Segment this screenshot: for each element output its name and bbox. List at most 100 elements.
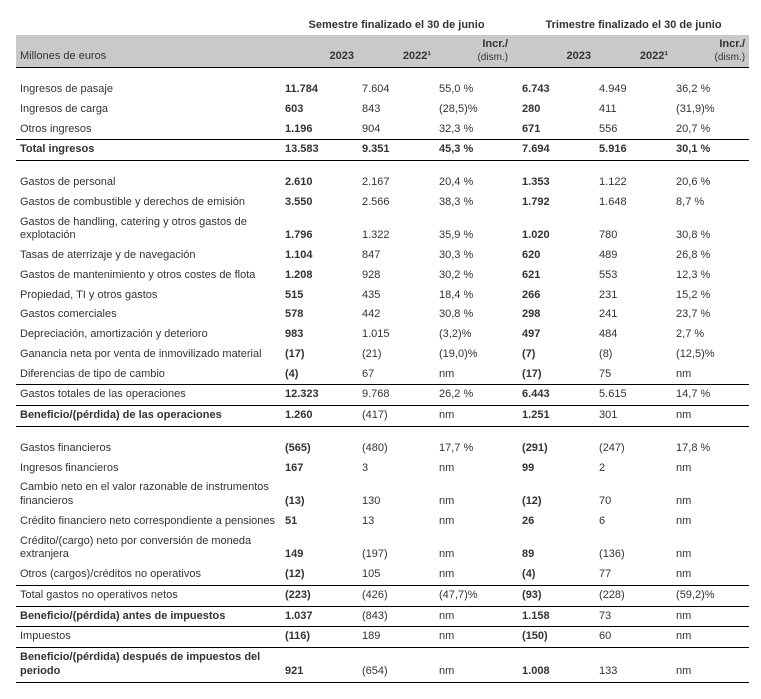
cell-tri-2022: (8) — [595, 345, 672, 365]
cell-tri-2023: (4) — [518, 565, 595, 585]
row-label: Beneficio/(pérdida) de las operaciones — [16, 406, 281, 427]
cell-sem-incr: 17,7 % — [435, 439, 512, 459]
cell-tri-2023: 266 — [518, 286, 595, 306]
row-label: Impuestos — [16, 627, 281, 648]
cell-sem-2022: (197) — [358, 532, 435, 566]
row-label: Otros (cargos)/créditos no operativos — [16, 565, 281, 585]
col-tri-2023: 2023 — [518, 35, 595, 68]
row-label: Ganancia neta por venta de inmovilizado … — [16, 345, 281, 365]
table-row: Ingresos de carga603843(28,5)%280411(31,… — [16, 100, 749, 120]
row-label: Beneficio/(pérdida) después de impuestos… — [16, 648, 281, 683]
row-label: Total gastos no operativos netos — [16, 585, 281, 606]
row-label: Gastos de mantenimiento y otros costes d… — [16, 266, 281, 286]
table-row: Ganancia neta por venta de inmovilizado … — [16, 345, 749, 365]
table-row: Gastos de combustible y derechos de emis… — [16, 193, 749, 213]
period-group-header: Semestre finalizado el 30 de junio Trime… — [16, 16, 749, 35]
cell-sem-incr: 26,2 % — [435, 385, 512, 406]
cell-tri-2022: 553 — [595, 266, 672, 286]
cell-sem-incr: nm — [435, 365, 512, 385]
table-row: Crédito/(cargo) neto por conversión de m… — [16, 532, 749, 566]
financial-statement-table: Semestre finalizado el 30 de junio Trime… — [16, 16, 749, 683]
cell-tri-2023: 89 — [518, 532, 595, 566]
cell-sem-2023: 1.208 — [281, 266, 358, 286]
cell-sem-2023: 1.037 — [281, 606, 358, 627]
cell-sem-2023: (565) — [281, 439, 358, 459]
row-label: Gastos totales de las operaciones — [16, 385, 281, 406]
cell-sem-2022: 2.566 — [358, 193, 435, 213]
header-semester: Semestre finalizado el 30 de junio — [281, 16, 512, 35]
cell-tri-incr: 15,2 % — [672, 286, 749, 306]
cell-tri-2023: (150) — [518, 627, 595, 648]
cell-sem-2022: (417) — [358, 406, 435, 427]
cell-tri-2022: 75 — [595, 365, 672, 385]
row-label: Ingresos de pasaje — [16, 80, 281, 100]
cell-sem-incr: 18,4 % — [435, 286, 512, 306]
cell-tri-2023: (93) — [518, 585, 595, 606]
cell-sem-2023: 2.610 — [281, 173, 358, 193]
table-row: Gastos de mantenimiento y otros costes d… — [16, 266, 749, 286]
row-label: Crédito financiero neto correspondiente … — [16, 512, 281, 532]
table-row: Otros ingresos1.19690432,3 %67155620,7 % — [16, 120, 749, 140]
table-row: Gastos comerciales57844230,8 %29824123,7… — [16, 305, 749, 325]
table-row: Impuestos(116)189nm(150)60nm — [16, 627, 749, 648]
cell-sem-incr: nm — [435, 459, 512, 479]
table-row: Otros (cargos)/créditos no operativos(12… — [16, 565, 749, 585]
cell-tri-incr: 14,7 % — [672, 385, 749, 406]
cell-tri-2022: 301 — [595, 406, 672, 427]
cell-sem-2023: 1.260 — [281, 406, 358, 427]
cell-tri-incr: 8,7 % — [672, 193, 749, 213]
cell-tri-2022: 5.615 — [595, 385, 672, 406]
table-row: Depreciación, amortización y deterioro98… — [16, 325, 749, 345]
cell-sem-incr: nm — [435, 565, 512, 585]
cell-sem-2023: 921 — [281, 648, 358, 683]
cell-tri-2022: 489 — [595, 246, 672, 266]
cell-tri-2023: 26 — [518, 512, 595, 532]
row-label: Diferencias de tipo de cambio — [16, 365, 281, 385]
cell-tri-incr: 20,6 % — [672, 173, 749, 193]
table-row: Total ingresos13.5839.35145,3 %7.6945.91… — [16, 140, 749, 161]
cell-sem-incr: 38,3 % — [435, 193, 512, 213]
cell-sem-2022: 904 — [358, 120, 435, 140]
cell-sem-2022: 130 — [358, 478, 435, 512]
cell-tri-incr: 30,1 % — [672, 140, 749, 161]
cell-tri-2022: 484 — [595, 325, 672, 345]
table-row: Beneficio/(pérdida) de las operaciones1.… — [16, 406, 749, 427]
cell-tri-2023: 620 — [518, 246, 595, 266]
cell-sem-2023: 51 — [281, 512, 358, 532]
cell-tri-2023: 497 — [518, 325, 595, 345]
row-label: Gastos de combustible y derechos de emis… — [16, 193, 281, 213]
cell-tri-incr: 20,7 % — [672, 120, 749, 140]
cell-tri-2022: 5.916 — [595, 140, 672, 161]
cell-tri-2023: (7) — [518, 345, 595, 365]
cell-tri-2022: 77 — [595, 565, 672, 585]
table-row: Cambio neto en el valor razonable de ins… — [16, 478, 749, 512]
cell-sem-2023: (12) — [281, 565, 358, 585]
cell-tri-2022: 6 — [595, 512, 672, 532]
table-row: Gastos financieros(565)(480)17,7 %(291)(… — [16, 439, 749, 459]
cell-tri-2023: 1.251 — [518, 406, 595, 427]
cell-sem-2023: 11.784 — [281, 80, 358, 100]
cell-sem-2023: (13) — [281, 478, 358, 512]
cell-sem-2022: (480) — [358, 439, 435, 459]
row-label: Tasas de aterrizaje y de navegación — [16, 246, 281, 266]
cell-sem-incr: 30,2 % — [435, 266, 512, 286]
col-tri-incr: Incr./(dism.) — [672, 35, 749, 68]
cell-tri-2022: (228) — [595, 585, 672, 606]
cell-tri-2022: 780 — [595, 213, 672, 247]
cell-sem-2022: 3 — [358, 459, 435, 479]
cell-tri-2022: 70 — [595, 478, 672, 512]
row-label: Depreciación, amortización y deterioro — [16, 325, 281, 345]
cell-tri-2023: 6.743 — [518, 80, 595, 100]
cell-tri-2023: 298 — [518, 305, 595, 325]
cell-tri-incr: nm — [672, 365, 749, 385]
table-row: Total gastos no operativos netos(223)(42… — [16, 585, 749, 606]
table-row: Crédito financiero neto correspondiente … — [16, 512, 749, 532]
cell-tri-incr: nm — [672, 478, 749, 512]
table-row: Tasas de aterrizaje y de navegación1.104… — [16, 246, 749, 266]
cell-sem-incr: 30,8 % — [435, 305, 512, 325]
cell-tri-2022: 1.122 — [595, 173, 672, 193]
cell-sem-2022: 928 — [358, 266, 435, 286]
cell-tri-incr: nm — [672, 459, 749, 479]
cell-tri-2022: (136) — [595, 532, 672, 566]
cell-tri-incr: 30,8 % — [672, 213, 749, 247]
